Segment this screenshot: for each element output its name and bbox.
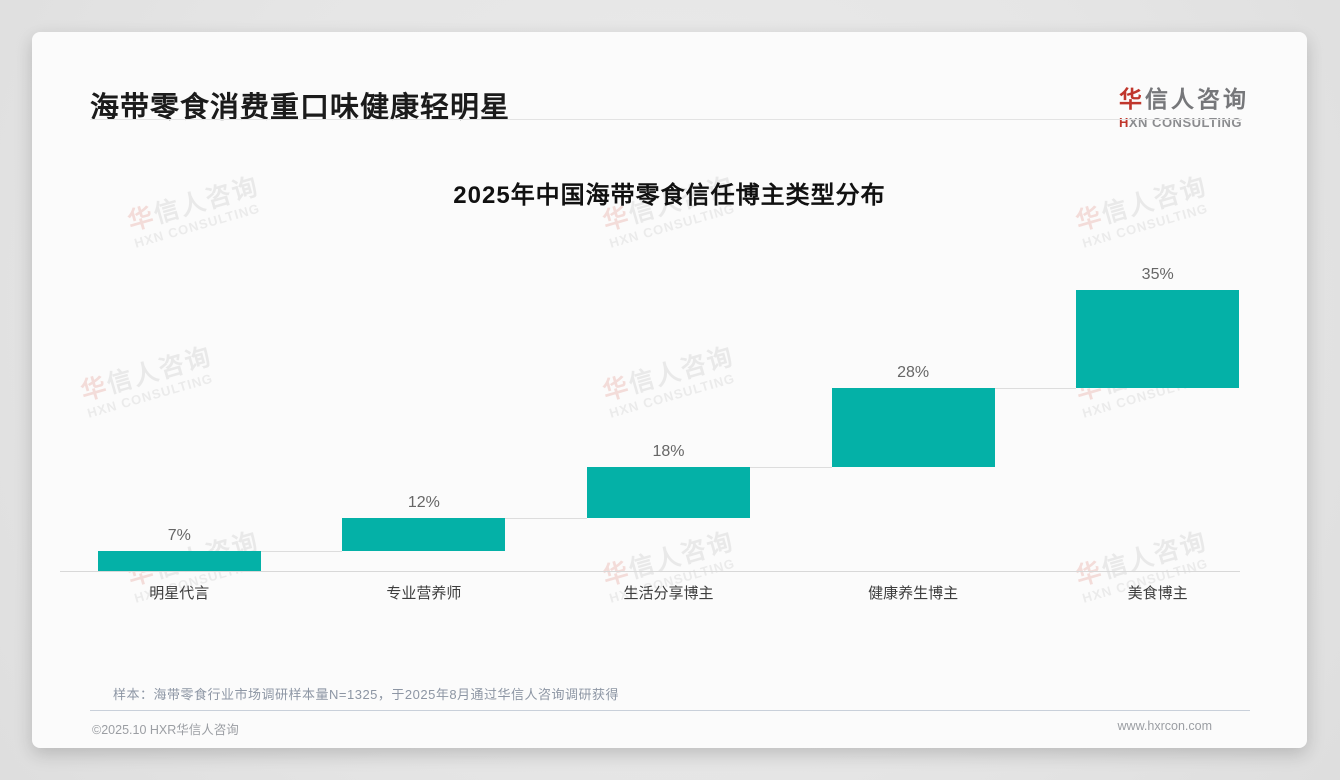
bar-健康养生博主: [831, 388, 995, 468]
x-axis-line: [60, 571, 1240, 572]
brand-logo-en: HXN CONSULTING: [1119, 115, 1243, 130]
category-label: 健康养生博主: [868, 585, 959, 602]
category-label: 生活分享博主: [623, 585, 714, 602]
category-label: 明星代言: [149, 585, 210, 602]
bar-明星代言: [97, 551, 261, 571]
website-link[interactable]: www.hxrcon.com: [1117, 719, 1212, 733]
bar-生活分享博主: [587, 467, 750, 518]
header-divider: [90, 119, 1242, 120]
connector-line: [260, 551, 343, 553]
footer-divider: [90, 710, 1250, 711]
bar-value-label: 12%: [407, 493, 440, 511]
bar-美食博主: [1076, 290, 1240, 389]
report-card: 华信人咨询 HXN CONSULTING 华信人咨询 HXN CONSULTING 华信…: [32, 32, 1307, 748]
chart-title: 2025年中国海带零食信任博主类型分布: [453, 182, 886, 209]
connector-line: [750, 467, 832, 469]
bar-value-label: 7%: [167, 527, 191, 545]
connector-line: [994, 388, 1077, 390]
sample-note: 样本：海带零食行业市场调研样本量N=1325，于2025年8月通过华信人咨询调研…: [113, 687, 620, 702]
brand-logo-cn: 华信人咨询: [1119, 86, 1249, 112]
waterfall-chart: 7% 明星代言 12% 专业营养师 18% 生活分享博主 28% 健康养生博主 35% 美食博主: [57, 260, 1280, 602]
category-label: 专业营养师: [386, 585, 462, 602]
footer: ©2025.10 HXR华信人咨询 www.hxrcon.com: [92, 719, 1212, 738]
bar-value-label: 18%: [652, 443, 685, 461]
bar-专业营养师: [342, 517, 506, 552]
bar-value-label: 28%: [897, 364, 930, 382]
page-title: 海带零食消费重口味健康轻明星: [90, 92, 511, 124]
brand-logo: 华信人咨询 HXN CONSULTING: [1119, 80, 1249, 130]
copyright-text: ©2025.10 HXR华信人咨询: [92, 723, 239, 737]
connector-line: [505, 517, 587, 519]
bar-value-label: 35%: [1141, 266, 1174, 283]
header: 海带零食消费重口味健康轻明星 华信人咨询 HXN CONSULTING: [90, 60, 1249, 150]
category-label: 美食博主: [1127, 585, 1188, 602]
